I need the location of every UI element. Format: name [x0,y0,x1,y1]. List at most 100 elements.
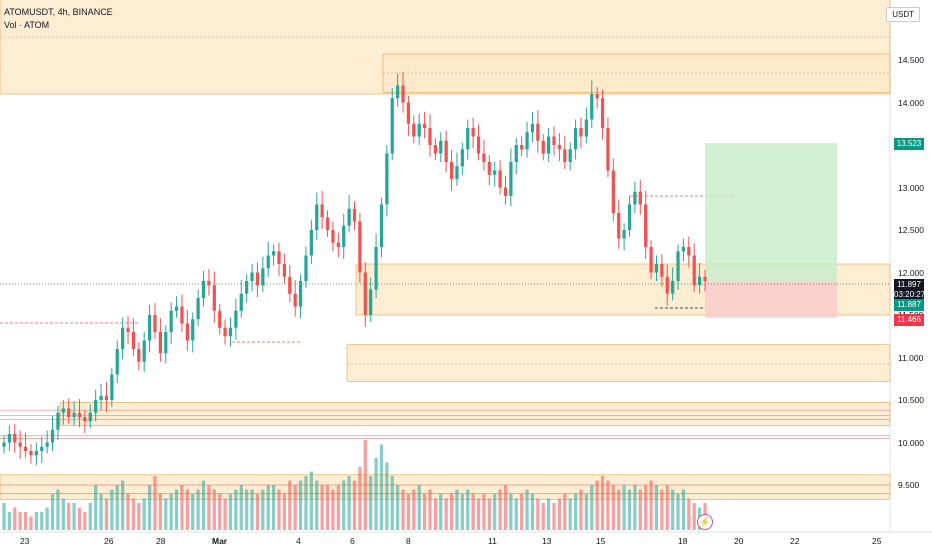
candle-body [439,140,443,154]
price-tick-label: 10.000 [898,437,924,448]
candle-body [352,208,357,222]
candle-body [115,349,119,375]
time-tick-label: Mar [212,536,228,546]
candle-body [617,213,621,239]
volume-bar [131,498,136,530]
volume-bar [342,480,346,530]
candle-body [503,187,508,196]
candle-body [315,204,319,230]
volume-bar [396,485,400,530]
candle-body [369,289,373,315]
volume-bar [61,498,65,530]
candle-body [282,264,287,277]
volume-bar [56,489,60,530]
candle-body [573,128,578,150]
price-tick-label: 13.000 [898,182,924,193]
price-tick-label: 10.500 [898,395,924,405]
price-tick-label: 12.000 [898,267,924,278]
time-tick-label: 23 [20,536,30,546]
candle-body [552,136,556,145]
volume-bar [622,485,626,530]
time-tick-label: 4 [296,536,301,546]
volume-bar [428,489,432,530]
volume-bar [67,503,71,530]
candle-body [228,327,233,337]
volume-bar [352,480,357,530]
candle-body [520,145,524,150]
time-tick-label: 26 [104,536,114,546]
volume-bar [547,498,551,530]
candle-body [633,191,637,205]
volume-bar [573,494,578,530]
volume-bar [406,494,411,530]
candle-body [530,123,535,133]
candle-body [277,251,281,264]
volume-bar [422,494,427,530]
volume-bar [34,512,38,530]
candle-body [218,310,222,328]
candle-body [185,323,189,341]
time-tick-label: 15 [596,536,606,546]
candle-body [126,327,130,332]
volume-bar [304,476,308,530]
currency-button[interactable]: USDT [886,7,920,22]
volume-bar [590,485,594,530]
volume-bar [282,494,287,530]
volume-bar [250,489,254,530]
candle-body [493,170,497,175]
stop-price-tag: 11.466 [894,314,924,326]
candle-body [654,264,659,273]
time-tick-label: 13 [542,536,552,546]
candle-body [390,98,394,154]
volume-bar [611,485,615,530]
lightning-icon[interactable]: ⚡ [697,514,713,530]
candle-body [422,123,427,128]
candle-body [40,446,44,451]
volume-bar [649,480,653,530]
candle-body [417,123,421,137]
candle-body [363,272,367,315]
volume-bar [45,507,49,530]
time-tick-label: 11 [488,536,497,546]
volume-bar [449,494,454,530]
volume-bar [466,489,470,530]
volume-bar [385,462,389,530]
candle-body [509,162,513,196]
volume-bar [595,480,599,530]
candle-body [665,276,669,294]
candle-body [293,293,297,307]
candle-body [325,217,330,230]
chart-legend: ATOMUSDT, 4h, BINANCE Vol · ATOM [4,6,113,32]
volume-bar [482,494,486,530]
candle-body [153,315,157,332]
volume-bar [2,503,6,530]
candle-body [428,128,432,145]
candle-body [379,204,384,247]
volume-bar [191,494,195,530]
volume-bar [207,485,211,530]
volume-bar [309,471,313,530]
volume-bar [115,485,119,530]
candle-body [23,446,28,451]
volume-bar [600,476,605,530]
candle-body [568,149,572,162]
volume-bar [498,489,502,530]
time-tick-label: 6 [350,536,355,546]
candle-body [433,145,438,154]
volume-indicator-label[interactable]: Vol · ATOM [4,20,50,30]
volume-bar [433,498,438,530]
volume-bar [503,485,508,530]
volume-bar [660,489,664,530]
volume-bar [293,485,297,530]
candle-body [72,412,76,417]
volume-bar [121,480,125,530]
candle-body [374,247,378,290]
candle-body [255,272,260,286]
candle-body [110,374,114,400]
candle-body [627,204,632,230]
volume-bar [471,494,475,530]
candle-body [406,102,411,124]
symbol-title[interactable]: ATOMUSDT, 4h, BINANCE [4,7,113,17]
candle-body [18,442,22,447]
